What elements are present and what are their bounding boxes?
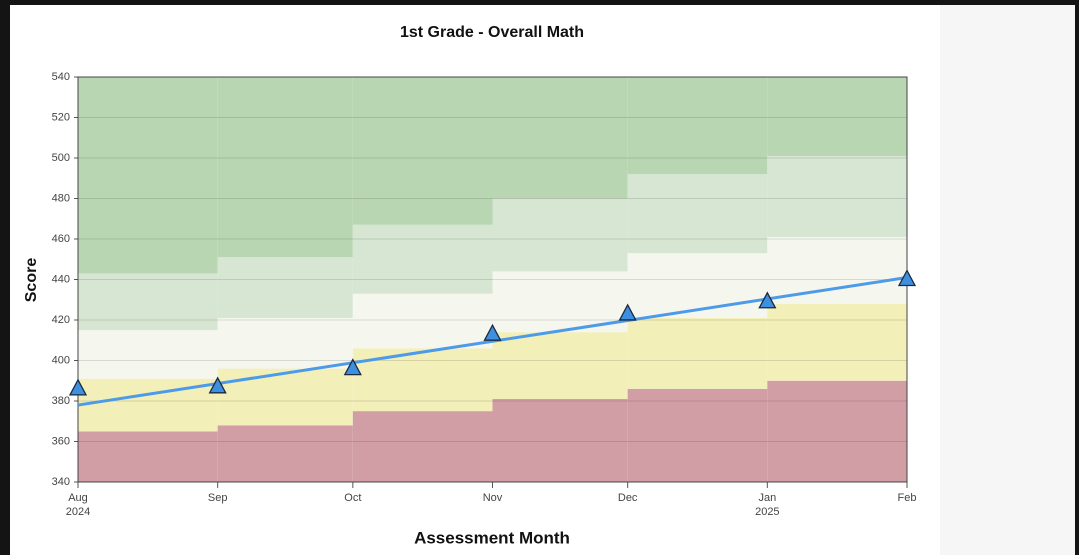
x-tick-label: Dec bbox=[618, 492, 638, 504]
performance-band bbox=[217, 257, 353, 318]
performance-band bbox=[767, 155, 907, 237]
performance-band bbox=[767, 303, 907, 381]
y-tick-label: 540 bbox=[52, 71, 70, 83]
year-label: 2025 bbox=[755, 506, 779, 518]
x-axis-label: Assessment Month bbox=[414, 528, 570, 547]
performance-band bbox=[627, 174, 768, 254]
x-tick-label: Sep bbox=[208, 492, 228, 504]
y-tick-label: 340 bbox=[52, 476, 70, 488]
performance-band bbox=[627, 388, 768, 482]
y-tick-label: 480 bbox=[52, 192, 70, 204]
performance-band bbox=[492, 398, 628, 482]
chart-title: 1st Grade - Overall Math bbox=[400, 24, 584, 41]
x-tick-label: Jan bbox=[758, 492, 776, 504]
performance-band bbox=[217, 77, 353, 258]
performance-band bbox=[217, 317, 353, 369]
score-marker bbox=[618, 303, 637, 321]
y-tick-label: 500 bbox=[52, 152, 70, 164]
y-tick-label: 420 bbox=[52, 314, 70, 326]
y-tick-label: 520 bbox=[52, 111, 70, 123]
y-tick-label: 440 bbox=[52, 273, 70, 285]
performance-band bbox=[627, 77, 768, 175]
performance-band bbox=[492, 271, 628, 333]
x-tick-label: Oct bbox=[344, 492, 361, 504]
performance-band bbox=[352, 77, 493, 225]
score-marker bbox=[758, 291, 777, 309]
score-marker bbox=[897, 269, 917, 287]
performance-band bbox=[492, 332, 628, 399]
performance-band bbox=[78, 431, 218, 482]
performance-band bbox=[767, 236, 907, 304]
performance-band bbox=[767, 77, 907, 156]
performance-band bbox=[352, 411, 493, 482]
x-tick-label: Nov bbox=[483, 492, 503, 504]
performance-band bbox=[217, 368, 353, 426]
performance-band bbox=[352, 348, 493, 412]
performance-band bbox=[78, 273, 218, 331]
y-tick-label: 460 bbox=[52, 233, 70, 245]
performance-band bbox=[492, 198, 628, 272]
score-marker bbox=[343, 358, 362, 376]
performance-band bbox=[352, 293, 493, 349]
y-tick-label: 380 bbox=[52, 395, 70, 407]
year-label: 2024 bbox=[66, 506, 90, 518]
x-tick-label: Aug bbox=[68, 492, 88, 504]
performance-band bbox=[78, 330, 218, 379]
score-marker bbox=[208, 376, 227, 394]
score-marker bbox=[68, 378, 88, 396]
performance-band bbox=[78, 77, 218, 274]
performance-band bbox=[217, 425, 353, 482]
y-tick-label: 360 bbox=[52, 435, 70, 447]
score-marker bbox=[483, 323, 502, 341]
performance-band bbox=[767, 380, 907, 482]
performance-band bbox=[492, 77, 628, 199]
side-panel bbox=[940, 5, 1075, 555]
y-axis-label: Score bbox=[23, 258, 40, 303]
performance-band bbox=[627, 317, 768, 389]
y-tick-label: 400 bbox=[52, 354, 70, 366]
performance-band bbox=[627, 253, 768, 318]
performance-band bbox=[352, 224, 493, 294]
x-tick-label: Feb bbox=[898, 492, 917, 504]
